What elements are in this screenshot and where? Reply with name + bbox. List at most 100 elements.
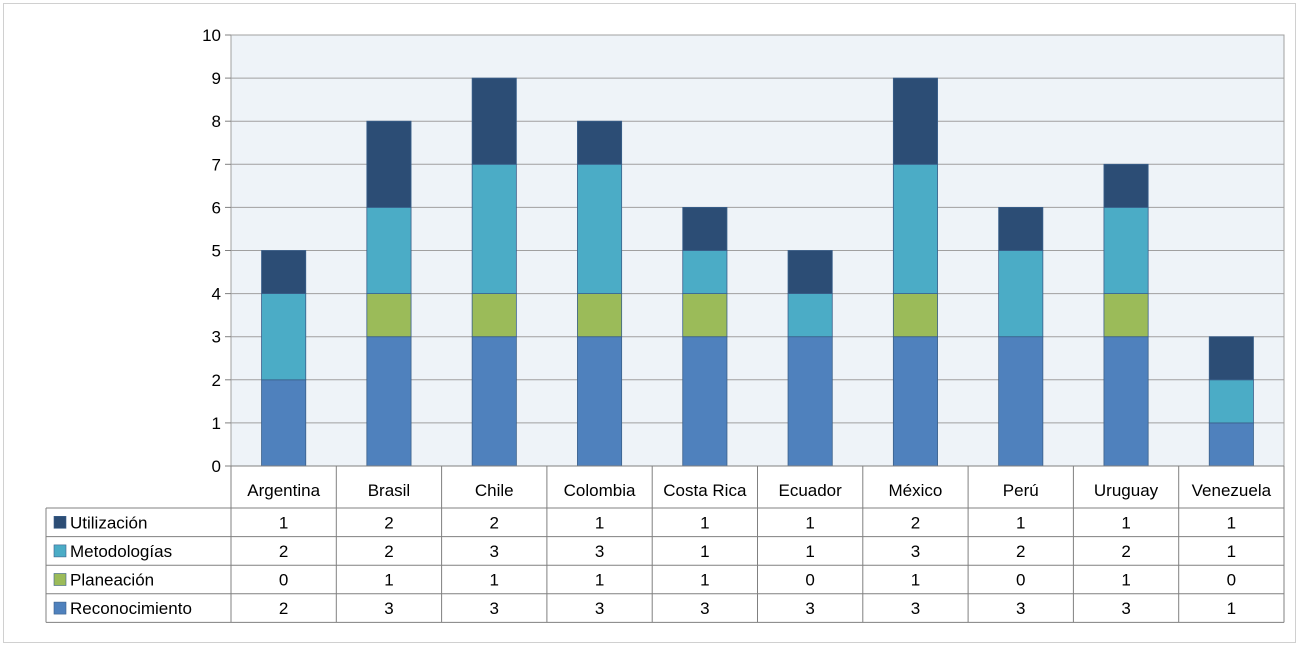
legend-key-utilización xyxy=(53,515,67,529)
series-label: Planeación xyxy=(70,571,154,590)
table-value: 1 xyxy=(805,513,814,532)
table-value: 3 xyxy=(490,542,499,561)
y-tick-label: 4 xyxy=(212,285,221,304)
bar-segment xyxy=(892,77,938,165)
category-label: Argentina xyxy=(247,481,320,500)
category-label: Chile xyxy=(475,481,514,500)
table-value: 1 xyxy=(1227,599,1236,618)
table-value: 2 xyxy=(911,513,920,532)
y-tick-label: 5 xyxy=(212,242,221,261)
bars xyxy=(261,77,1254,467)
chart-frame: 0 1 2 3 4 5 6 7 8 9 10 Argentina Brasil Chile Colombi… xyxy=(3,3,1296,643)
table-value: 1 xyxy=(595,571,604,590)
bar-segment xyxy=(682,250,728,294)
table-value: 2 xyxy=(1016,542,1025,561)
table-value: 1 xyxy=(700,571,709,590)
category-label: México xyxy=(889,481,943,500)
table-value: 3 xyxy=(384,599,393,618)
bar-segment xyxy=(787,250,833,294)
table-value: 1 xyxy=(700,513,709,532)
table-value: 1 xyxy=(1227,542,1236,561)
bar-segment xyxy=(998,336,1044,467)
bar-segment xyxy=(261,250,307,294)
table-value: 2 xyxy=(279,599,288,618)
table-value: 1 xyxy=(279,513,288,532)
table-value: 1 xyxy=(1227,513,1236,532)
y-tick-label: 0 xyxy=(212,457,221,476)
bar-segment xyxy=(366,206,412,294)
series-label: Reconocimiento xyxy=(70,599,192,618)
table-value: 3 xyxy=(911,542,920,561)
bar-segment xyxy=(261,379,307,467)
bar-segment xyxy=(682,293,728,338)
y-tick-label: 8 xyxy=(212,112,221,131)
bar-segment xyxy=(892,293,938,338)
y-tick-label: 6 xyxy=(212,198,221,217)
bar-segment xyxy=(682,336,728,467)
bar-segment xyxy=(682,206,728,251)
bar-segment xyxy=(1208,336,1254,381)
table-value: 1 xyxy=(805,542,814,561)
bar-segment xyxy=(892,336,938,467)
table-value: 2 xyxy=(490,513,499,532)
bar-segment xyxy=(998,206,1044,251)
y-axis: 0 1 2 3 4 5 6 7 8 9 10 xyxy=(202,26,231,476)
category-label: Brasil xyxy=(368,481,411,500)
table-value: 3 xyxy=(595,599,604,618)
bar-segment xyxy=(1103,206,1149,294)
bar-segment xyxy=(577,120,623,165)
table-value: 2 xyxy=(1121,542,1130,561)
table-value: 3 xyxy=(700,599,709,618)
table-value: 3 xyxy=(1016,599,1025,618)
category-label: Costa Rica xyxy=(663,481,747,500)
table-value: 1 xyxy=(490,571,499,590)
y-tick-label: 10 xyxy=(202,26,221,45)
table-value: 1 xyxy=(1121,513,1130,532)
bar-segment xyxy=(366,293,412,338)
category-label: Colombia xyxy=(564,481,636,500)
y-tick-label: 2 xyxy=(212,371,221,390)
bar-segment xyxy=(471,293,517,338)
table-value: 1 xyxy=(911,571,920,590)
table-value: 2 xyxy=(279,542,288,561)
bar-segment xyxy=(787,336,833,467)
category-label: Venezuela xyxy=(1192,481,1272,500)
table-value: 3 xyxy=(805,599,814,618)
table-value: 1 xyxy=(1016,513,1025,532)
table-value: 0 xyxy=(1227,571,1236,590)
data-table: Argentina Brasil Chile Colombia Costa Rica Ec… xyxy=(45,465,1285,623)
table-value: 3 xyxy=(911,599,920,618)
legend-key-metodologías xyxy=(53,544,67,558)
category-label: Perú xyxy=(1003,481,1039,500)
series-label: Utilización xyxy=(70,513,147,532)
table-value: 2 xyxy=(384,513,393,532)
table-value: 0 xyxy=(1016,571,1025,590)
bar-segment xyxy=(471,77,517,165)
table-value: 3 xyxy=(490,599,499,618)
table-value: 1 xyxy=(1121,571,1130,590)
table-value: 3 xyxy=(595,542,604,561)
category-label: Ecuador xyxy=(778,481,842,500)
bar-segment xyxy=(366,336,412,467)
bar-segment xyxy=(892,163,938,295)
bar-segment xyxy=(1103,336,1149,467)
legend-key-reconocimiento xyxy=(53,601,67,615)
table-value: 1 xyxy=(384,571,393,590)
bar-segment xyxy=(471,163,517,295)
table-value: 0 xyxy=(805,571,814,590)
bar-segment xyxy=(471,336,517,467)
legend-key-planeación xyxy=(53,573,67,586)
bar-segment xyxy=(577,293,623,338)
category-label: Uruguay xyxy=(1094,481,1159,500)
table-value: 1 xyxy=(700,542,709,561)
y-tick-label: 3 xyxy=(212,328,221,347)
y-tick-label: 1 xyxy=(212,414,221,433)
bar-segment xyxy=(577,336,623,467)
bar-segment xyxy=(261,293,307,381)
bar-segment xyxy=(366,120,412,208)
bar-segment xyxy=(1103,293,1149,338)
bar-segment xyxy=(1103,163,1149,208)
bar-segment xyxy=(1208,379,1254,424)
bar-segment xyxy=(787,293,833,338)
